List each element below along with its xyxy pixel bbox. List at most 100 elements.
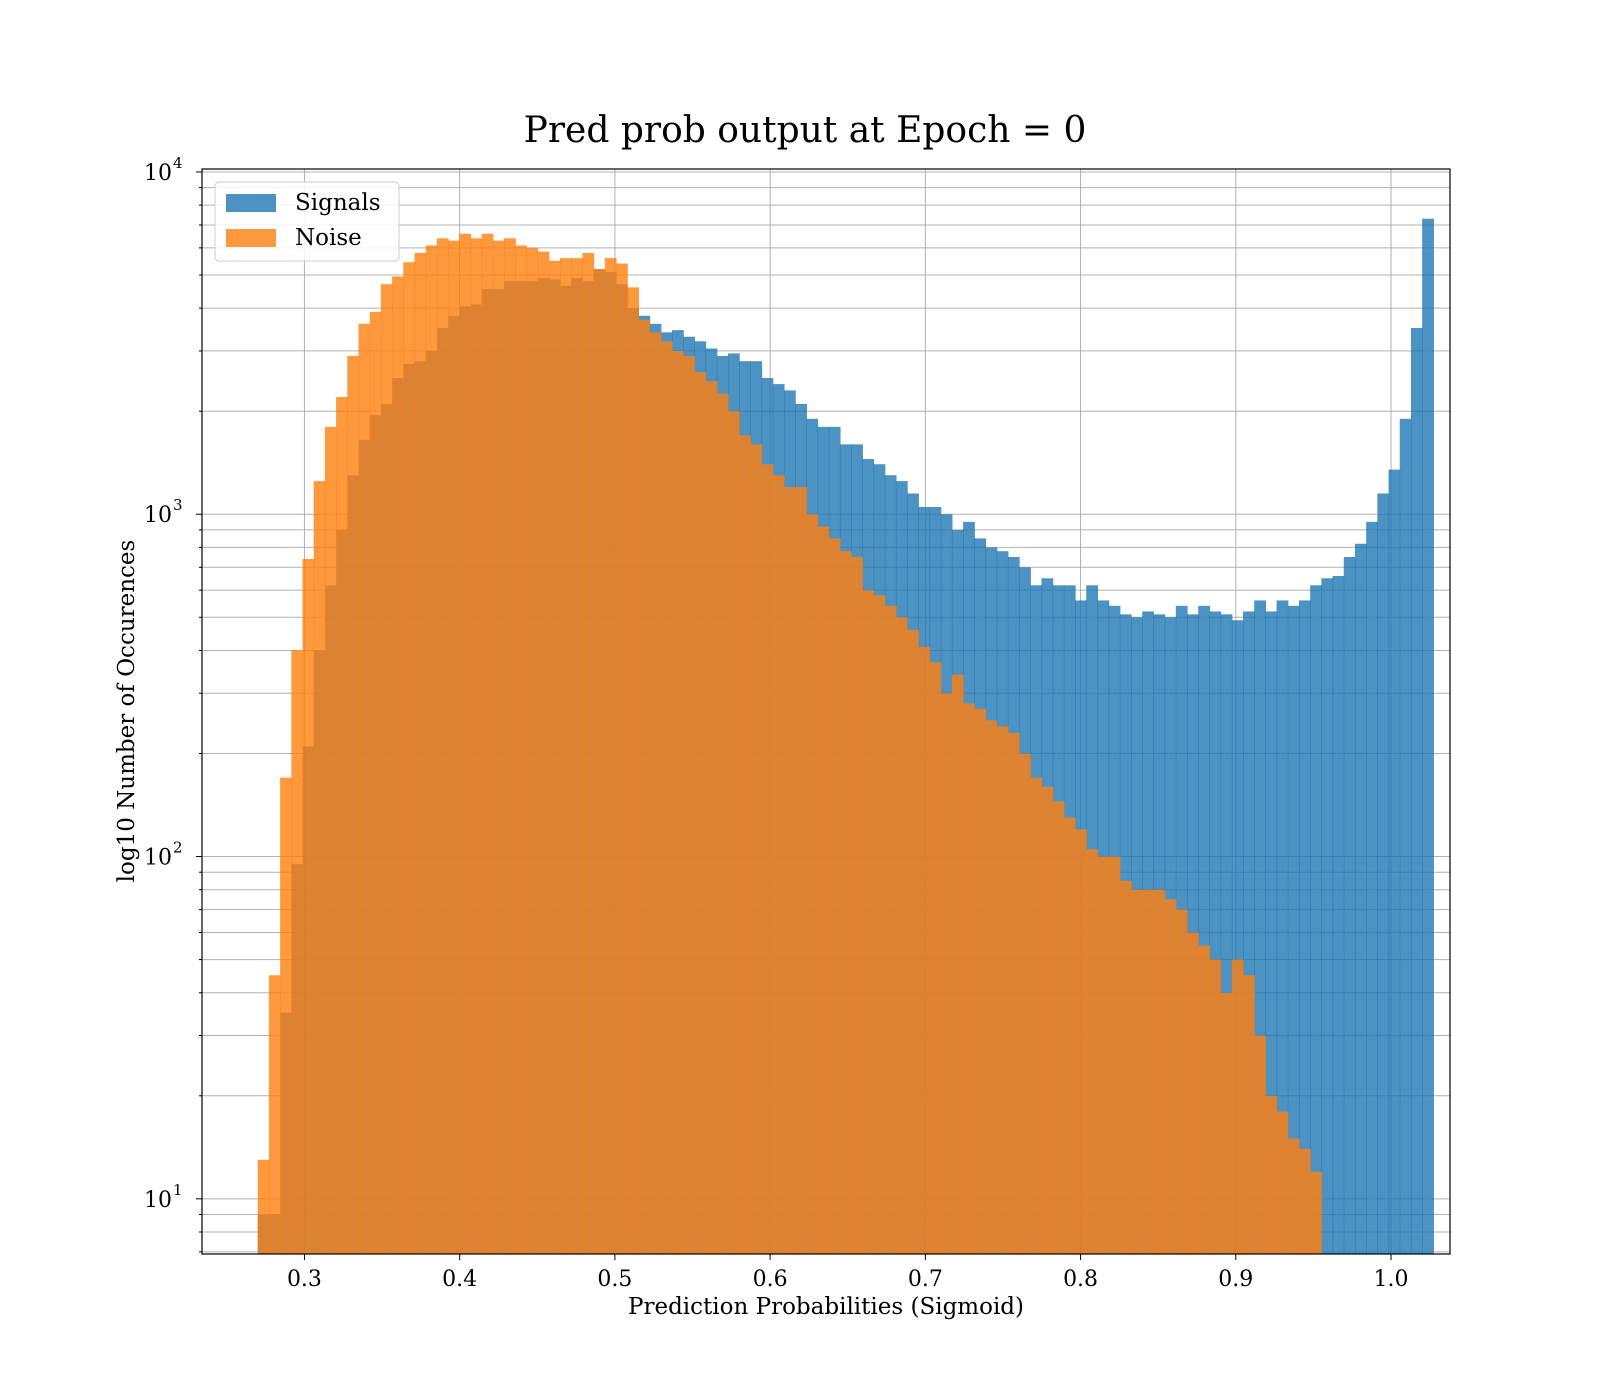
histogram-bar: [571, 258, 584, 1254]
histogram-bar: [1265, 611, 1278, 1254]
histogram-bar: [1287, 1138, 1300, 1254]
histogram-bar: [1030, 777, 1043, 1254]
histogram-bar: [683, 355, 695, 1255]
histogram-bar: [302, 559, 315, 1254]
chart-title: Pred prob output at Epoch = 0: [524, 110, 1087, 151]
histogram-bar: [951, 674, 964, 1254]
histogram-bar: [884, 605, 897, 1254]
histogram-bar: [392, 276, 404, 1254]
histogram-bar: [1321, 578, 1334, 1254]
histogram-bar: [795, 487, 807, 1254]
histogram-bar: [604, 258, 617, 1254]
histogram-bar: [1343, 557, 1356, 1254]
histogram-bar: [616, 263, 628, 1255]
bars-layer: [257, 218, 1434, 1255]
histogram-bar: [739, 435, 751, 1254]
histogram-bar: [380, 284, 393, 1255]
x-tick-label: 0.7: [908, 1267, 943, 1292]
histogram-bar: [1108, 856, 1121, 1254]
histogram-bar: [963, 703, 975, 1254]
histogram-bar: [1422, 218, 1434, 1255]
histogram-bar: [1265, 1095, 1278, 1254]
x-tick-label: 0.4: [442, 1267, 477, 1292]
histogram-bar: [1410, 328, 1423, 1254]
histogram-bar: [358, 323, 371, 1254]
histogram-bar: [1231, 959, 1244, 1254]
x-tick-label: 0.8: [1063, 1267, 1098, 1292]
histogram-bar: [660, 341, 673, 1254]
histogram-bar: [324, 426, 337, 1254]
histogram-bar: [694, 372, 707, 1254]
histogram-bar: [1097, 856, 1110, 1254]
y-tick-base: 10: [144, 1188, 172, 1213]
histogram-bar: [985, 720, 998, 1254]
y-tick-label: 10 4: [144, 154, 183, 186]
x-tick-label: 0.3: [287, 1267, 322, 1292]
y-tick-base: 10: [144, 503, 172, 528]
x-tick-label: 1.0: [1374, 1267, 1409, 1292]
histogram-bar: [1007, 732, 1020, 1254]
histogram-bar: [336, 397, 348, 1254]
y-tick-exponent: 1: [173, 1181, 183, 1199]
histogram-bar: [504, 238, 516, 1254]
histogram-bar: [783, 487, 796, 1254]
histogram-bar: [492, 240, 505, 1255]
y-tick-label: 10 3: [144, 496, 183, 528]
legend-label-signals: Signals: [295, 190, 381, 216]
histogram-bar: [268, 975, 281, 1254]
histogram-bar: [1198, 605, 1211, 1254]
legend-label-noise: Noise: [295, 225, 362, 251]
histogram-bar: [996, 726, 1009, 1254]
histogram-bar: [1254, 1035, 1266, 1254]
plot-frame: [201, 168, 1451, 1255]
histogram-bar: [918, 646, 931, 1254]
histogram-bar: [280, 777, 292, 1254]
histogram-bar: [1153, 889, 1166, 1254]
histogram-bar: [907, 629, 919, 1254]
histogram-bar: [627, 287, 639, 1254]
x-tick-label: 0.5: [597, 1267, 632, 1292]
legend: Signals Noise: [214, 181, 400, 262]
y-tick-base: 10: [144, 846, 172, 871]
histogram-bar: [526, 247, 539, 1254]
histogram-bar: [313, 481, 326, 1254]
histogram-bar: [1041, 786, 1054, 1254]
histogram-bar: [448, 240, 460, 1255]
histogram-bar: [347, 355, 360, 1255]
histogram-bar: [1198, 945, 1211, 1254]
histogram-bar: [1377, 493, 1390, 1255]
histogram-bar: [1287, 605, 1300, 1254]
series-noise: [257, 233, 1322, 1255]
histogram-bar: [1332, 576, 1345, 1254]
histogram-bar: [560, 258, 572, 1254]
histogram-bar: [425, 245, 438, 1254]
histogram-bar: [593, 269, 606, 1254]
y-tick-exponent: 2: [173, 839, 183, 857]
histogram-bar: [1209, 959, 1222, 1254]
histogram-bar: [537, 251, 550, 1255]
histogram-bar: [638, 319, 651, 1255]
histogram-bar: [1086, 849, 1099, 1254]
histogram-bar: [940, 693, 953, 1254]
histogram-bar: [1209, 611, 1222, 1254]
histogram-bar: [1298, 600, 1311, 1254]
y-tick-exponent: 3: [173, 496, 183, 514]
histogram-bar: [470, 238, 483, 1254]
histogram-bar: [257, 1159, 270, 1254]
histogram-bar: [851, 557, 863, 1254]
histogram-bar: [291, 650, 304, 1254]
legend-swatch-signals: [226, 194, 276, 212]
histogram-bar: [1310, 585, 1322, 1254]
histogram-bar: [1131, 889, 1143, 1254]
histogram-bar: [705, 381, 718, 1255]
y-tick-exponent: 4: [173, 154, 183, 172]
histogram-bar: [716, 393, 729, 1254]
histogram-bar: [369, 311, 382, 1255]
histogram-bar: [582, 252, 595, 1254]
histogram-bar: [772, 475, 785, 1254]
histogram-bar: [1366, 521, 1378, 1254]
y-tick-label: 10 1: [144, 1181, 183, 1213]
histogram-bar: [1075, 829, 1087, 1254]
